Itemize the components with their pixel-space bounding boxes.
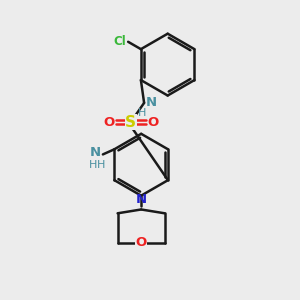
Text: O: O <box>136 236 147 249</box>
Text: O: O <box>103 116 115 128</box>
Text: N: N <box>136 193 147 206</box>
Text: N: N <box>146 96 157 109</box>
Text: S: S <box>125 115 136 130</box>
Text: H: H <box>89 160 98 170</box>
Text: O: O <box>147 116 158 128</box>
Text: Cl: Cl <box>113 35 126 48</box>
Text: N: N <box>90 146 101 159</box>
Text: H: H <box>138 108 146 118</box>
Text: H: H <box>97 160 105 170</box>
